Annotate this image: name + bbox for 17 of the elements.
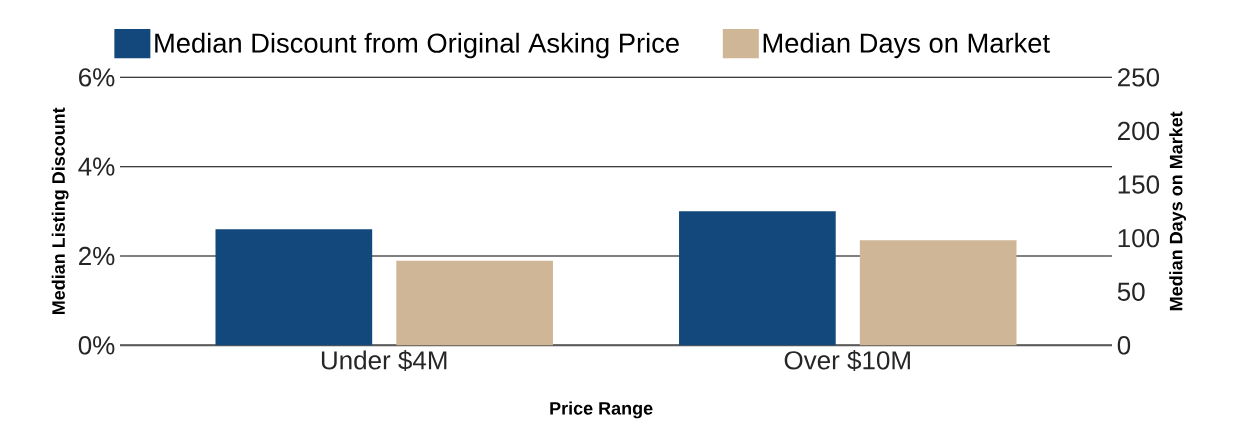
y-axis-title: Median Listing Discount xyxy=(51,107,69,315)
y-tick-label: 4% xyxy=(78,157,115,176)
y2-axis-title: Median Days on Market xyxy=(1169,111,1187,311)
y2-tick-label: 100 xyxy=(1118,228,1160,248)
x-axis-title: Price Range xyxy=(550,401,653,419)
y2-tick-label: 150 xyxy=(1118,175,1160,194)
x-tick-label: Over $10M xyxy=(784,350,910,372)
y2-tick-label: 250 xyxy=(1118,68,1160,87)
x-tick-label: Under $4M xyxy=(321,350,447,372)
y2-tick-label: 0 xyxy=(1117,336,1131,355)
y2-tick-label: 200 xyxy=(1118,121,1160,141)
y-tick-label: 6% xyxy=(79,68,115,87)
legend-label: Median Discount from Original Asking Price xyxy=(155,32,679,59)
legend-label: Median Days on Market xyxy=(763,32,1050,59)
y-tick-label: 0% xyxy=(78,336,115,355)
y-tick-label: 2% xyxy=(79,246,115,266)
y2-tick-label: 50 xyxy=(1117,282,1145,301)
